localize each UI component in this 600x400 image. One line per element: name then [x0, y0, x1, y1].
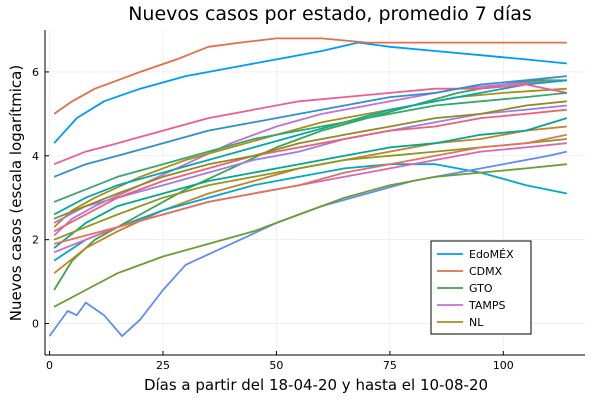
- legend: EdoMÉX CDMX GTO TAMPS NL: [430, 240, 532, 335]
- legend-label: GTO: [469, 282, 493, 295]
- x-tick-label: 75: [383, 359, 397, 372]
- legend-label: TAMPS: [468, 299, 506, 312]
- legend-label: NL: [469, 316, 484, 329]
- chart-title: Nuevos casos por estado, promedio 7 días: [128, 3, 532, 25]
- series-line-19: [53, 92, 567, 203]
- series-line-14: [53, 142, 567, 254]
- y-axis-label: Nuevos casos (escala logarítmica): [7, 65, 25, 321]
- legend-label: EdoMÉX: [469, 248, 514, 261]
- series-line-0: [53, 41, 567, 144]
- series-line-13: [53, 108, 567, 233]
- y-tick-label: 4: [32, 150, 39, 163]
- y-tick-label: 0: [32, 318, 39, 331]
- y-tick-label: 2: [32, 234, 39, 247]
- series-line-15: [53, 163, 567, 308]
- series-line-17: [53, 75, 567, 178]
- x-tick-label: 0: [46, 359, 53, 372]
- series-line-8: [53, 117, 568, 249]
- x-tick-label: 100: [493, 359, 514, 372]
- series-layer: [48, 37, 568, 337]
- x-tick-label: 50: [269, 359, 283, 372]
- series-line-3: [53, 79, 567, 237]
- legend-label: CDMX: [469, 265, 503, 278]
- series-line-12: [48, 150, 568, 337]
- series-line-16: [53, 100, 567, 220]
- x-tick-label: 25: [156, 359, 170, 372]
- series-line-1: [53, 37, 567, 115]
- y-tick-label: 6: [32, 66, 39, 79]
- series-line-4: [53, 87, 567, 228]
- axes: [44, 30, 585, 356]
- series-line-11: [53, 104, 567, 224]
- series-line-6: [53, 83, 567, 166]
- series-line-5: [53, 79, 567, 216]
- x-axis-label: Días a partir del 18-04-20 y hasta el 10…: [144, 376, 488, 394]
- series-line-18: [53, 133, 567, 245]
- ticks: 0 25 50 75 100 0 2 4 6: [32, 66, 514, 372]
